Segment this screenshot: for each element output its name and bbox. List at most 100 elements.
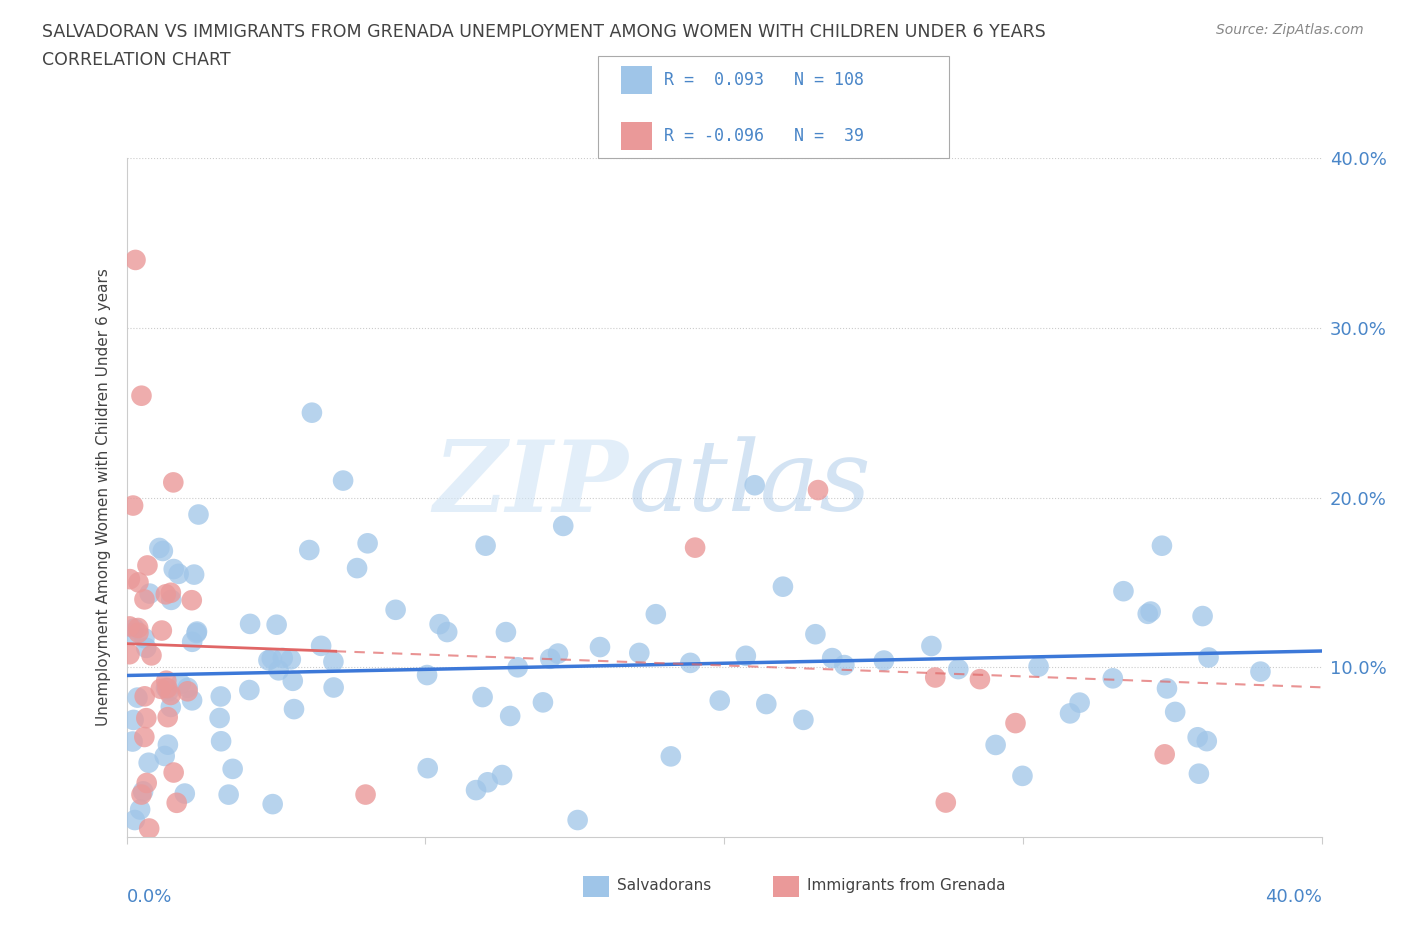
- Point: [1101, 671, 1123, 685]
- Point: [173, 786, 195, 801]
- Point: [491, 767, 513, 782]
- Text: R = -0.096   N =  39: R = -0.096 N = 39: [664, 126, 863, 145]
- Point: [416, 668, 439, 683]
- Point: [124, 621, 146, 636]
- Point: [132, 784, 155, 799]
- Point: [506, 660, 529, 675]
- Point: [186, 624, 208, 639]
- Point: [495, 625, 517, 640]
- Point: [221, 762, 243, 777]
- Point: [309, 638, 332, 653]
- Point: [1188, 766, 1211, 781]
- Point: [984, 737, 1007, 752]
- Point: [1150, 538, 1173, 553]
- Point: [155, 587, 177, 602]
- Point: [821, 651, 844, 666]
- Point: [209, 734, 232, 749]
- Point: [209, 689, 232, 704]
- Point: [283, 701, 305, 716]
- Point: [122, 498, 145, 513]
- Point: [160, 592, 183, 607]
- Point: [301, 405, 323, 420]
- Point: [124, 813, 146, 828]
- Point: [429, 617, 451, 631]
- Point: [755, 697, 778, 711]
- Text: ZIP: ZIP: [433, 436, 628, 532]
- Text: R =  0.093   N = 108: R = 0.093 N = 108: [664, 71, 863, 89]
- Point: [531, 695, 554, 710]
- Point: [127, 690, 149, 705]
- Text: Immigrants from Grenada: Immigrants from Grenada: [807, 878, 1005, 893]
- Point: [1004, 716, 1026, 731]
- Point: [465, 783, 488, 798]
- Point: [873, 653, 896, 668]
- Point: [134, 689, 156, 704]
- Point: [1191, 608, 1213, 623]
- Point: [155, 673, 177, 688]
- Point: [474, 538, 496, 553]
- Point: [266, 618, 288, 632]
- Point: [169, 676, 191, 691]
- Text: 40.0%: 40.0%: [1265, 888, 1322, 906]
- Point: [127, 620, 149, 635]
- Point: [924, 670, 946, 684]
- Point: [176, 681, 198, 696]
- Point: [159, 687, 181, 702]
- Point: [183, 567, 205, 582]
- Point: [157, 684, 180, 698]
- Point: [118, 646, 141, 661]
- Point: [1153, 747, 1175, 762]
- Point: [538, 651, 561, 666]
- Point: [257, 653, 280, 668]
- Point: [1069, 696, 1091, 711]
- Point: [148, 540, 170, 555]
- Point: [163, 765, 186, 780]
- Point: [156, 710, 179, 724]
- Point: [155, 681, 177, 696]
- Point: [644, 606, 666, 621]
- Point: [547, 646, 569, 661]
- Point: [118, 572, 141, 587]
- Point: [322, 680, 344, 695]
- Text: atlas: atlas: [628, 436, 872, 532]
- Text: Salvadorans: Salvadorans: [617, 878, 711, 893]
- Point: [1011, 768, 1033, 783]
- Point: [180, 592, 202, 607]
- Point: [135, 641, 157, 656]
- Point: [834, 658, 856, 672]
- Text: CORRELATION CHART: CORRELATION CHART: [42, 51, 231, 69]
- Point: [124, 252, 146, 268]
- Point: [262, 797, 284, 812]
- Point: [186, 626, 208, 641]
- Point: [772, 579, 794, 594]
- Point: [935, 795, 957, 810]
- Point: [1195, 734, 1218, 749]
- Point: [238, 683, 260, 698]
- Point: [298, 542, 321, 557]
- Point: [709, 693, 731, 708]
- Point: [280, 652, 302, 667]
- Point: [354, 787, 377, 802]
- Point: [322, 654, 344, 669]
- Point: [1059, 706, 1081, 721]
- Point: [131, 389, 153, 404]
- Point: [136, 558, 159, 573]
- Point: [218, 787, 240, 802]
- Point: [160, 585, 183, 600]
- Point: [239, 617, 262, 631]
- Point: [1198, 650, 1220, 665]
- Point: [138, 821, 160, 836]
- Point: [416, 761, 439, 776]
- Point: [1156, 681, 1178, 696]
- Point: [567, 813, 589, 828]
- Point: [127, 575, 149, 590]
- Point: [260, 651, 283, 666]
- Point: [471, 690, 494, 705]
- Point: [1249, 664, 1271, 679]
- Point: [1187, 730, 1209, 745]
- Point: [131, 787, 153, 802]
- Point: [1164, 705, 1187, 720]
- Point: [734, 648, 756, 663]
- Y-axis label: Unemployment Among Women with Children Under 6 years: Unemployment Among Women with Children U…: [96, 269, 111, 726]
- Text: 0.0%: 0.0%: [127, 888, 172, 906]
